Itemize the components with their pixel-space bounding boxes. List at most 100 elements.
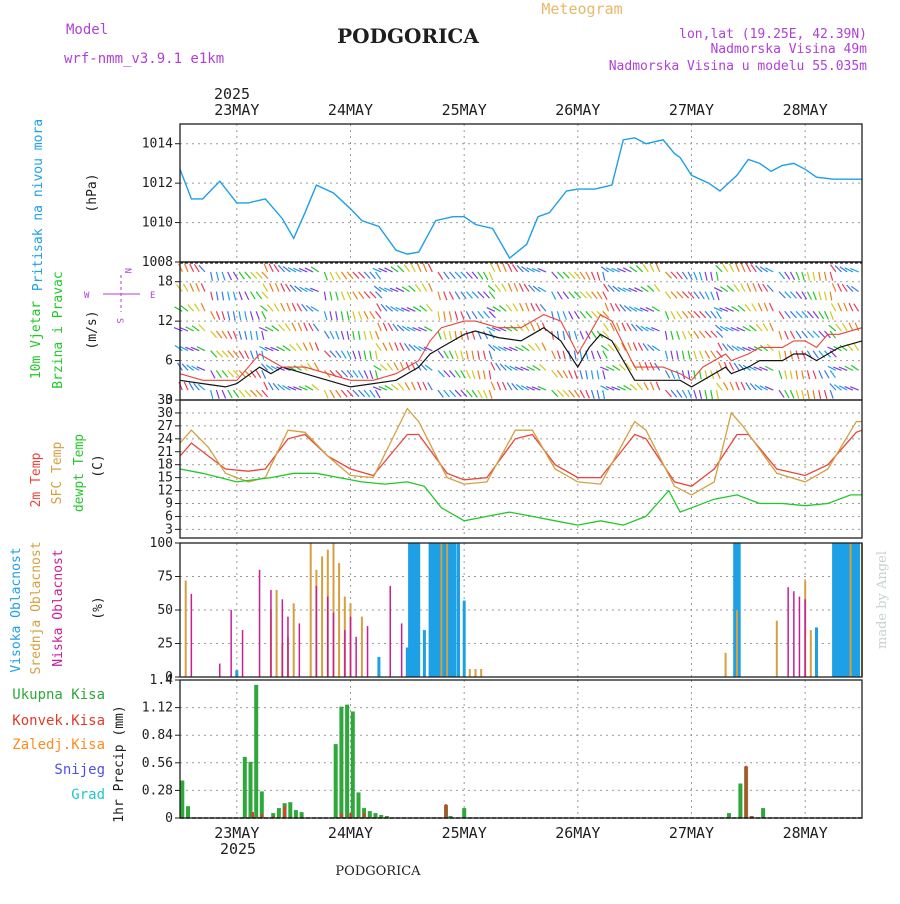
cloud-bar — [184, 580, 187, 677]
wind-arrow — [335, 330, 340, 340]
wind-arrow — [363, 389, 371, 398]
wind-arrow — [406, 307, 416, 312]
wind-arrow — [687, 291, 695, 299]
wind-arrow — [766, 284, 774, 293]
wind-arrow — [340, 271, 348, 280]
temperature-ytick-label: 33 — [157, 393, 173, 408]
wind-arrow — [498, 305, 507, 312]
wind-arrow — [562, 330, 566, 341]
wind-arrow — [374, 370, 379, 380]
wind-arrow — [227, 369, 235, 378]
wind-arrow — [363, 291, 371, 299]
wind-arrow — [676, 271, 683, 280]
wind-arrow — [403, 342, 411, 352]
cloud-bar — [332, 612, 335, 677]
wind-arrow — [273, 303, 280, 312]
wind-arrow — [308, 322, 314, 332]
wind-arrow — [437, 389, 444, 398]
wind-arrow — [238, 271, 245, 280]
temperature-ytick-label: 24 — [157, 432, 173, 447]
wind-arrow — [287, 385, 297, 391]
wind-arrow — [829, 291, 833, 301]
wind-arrow — [443, 330, 447, 340]
temperature-ytick-label: 18 — [157, 458, 173, 473]
cloud-bar — [430, 543, 434, 677]
wind-arrow — [607, 284, 615, 293]
year-label-top: 2025 — [214, 85, 250, 103]
pressure-unit: (hPa) — [85, 173, 100, 212]
wind-arrow — [801, 291, 808, 300]
wind-arrow — [573, 350, 577, 360]
wind-arrow — [265, 326, 274, 332]
wind-arrow — [335, 291, 339, 301]
wind-arrow — [501, 381, 507, 391]
cloud-bar — [848, 543, 851, 677]
wind-arrow — [258, 326, 268, 332]
cloud-ytick-label: 25 — [157, 637, 173, 652]
cloud-bar — [444, 543, 448, 677]
wind-arrow — [795, 330, 802, 339]
wind-arrow — [812, 350, 819, 359]
wind-arrow — [625, 362, 632, 371]
wind-arrow — [499, 363, 507, 371]
pressure-ytick-label: 1010 — [142, 216, 173, 231]
wind-arrow — [843, 302, 848, 312]
wind-arrow — [523, 283, 530, 292]
wind-arrow — [704, 291, 710, 300]
wind-arrow — [735, 263, 740, 273]
wind-arrow — [408, 343, 416, 352]
precip-bar — [350, 711, 355, 818]
wind-arrow — [823, 370, 830, 379]
wind-arrow — [520, 366, 530, 371]
wind-arrow — [618, 363, 627, 371]
wind-arrow — [426, 304, 433, 312]
wind-arrow — [185, 326, 194, 332]
cloud-mid-title: Srednja Oblacnost — [29, 541, 44, 674]
wind-arrow — [477, 271, 484, 280]
wind-arrow — [806, 310, 814, 319]
wind-arrow — [369, 310, 376, 320]
wind-arrow — [763, 302, 769, 312]
wind-arrow — [227, 291, 231, 301]
wind-arrow — [850, 386, 859, 391]
wind-arrow — [369, 291, 377, 299]
wind-arrow — [742, 325, 751, 332]
cloud-bar — [417, 543, 421, 677]
wind-arrow — [465, 350, 469, 360]
wind-arrow — [551, 370, 558, 378]
wind-arrow — [198, 324, 206, 332]
wind-arrow — [762, 322, 769, 332]
wind-arrow — [538, 363, 547, 371]
wind-arrow — [272, 382, 280, 391]
wind-arrow — [471, 310, 478, 320]
wind-arrow — [603, 283, 610, 292]
wind-arrow — [352, 350, 357, 360]
wind-arrow — [244, 330, 248, 340]
wind-arrow — [287, 267, 297, 273]
wind-arrow — [568, 291, 576, 299]
cloud-bar — [389, 585, 391, 677]
wind-arrow — [801, 330, 808, 339]
wind-arrow — [188, 382, 195, 391]
wind-arrow — [573, 271, 581, 280]
wind-arrow — [378, 286, 388, 293]
wind-arrow — [515, 384, 524, 391]
wind-arrow — [465, 370, 471, 379]
wind-arrow — [313, 362, 320, 371]
precip-bar — [356, 792, 361, 818]
wind-arrow — [471, 271, 479, 280]
wind-arrow — [603, 323, 610, 332]
wind-arrow — [693, 370, 696, 380]
wind-arrow — [853, 342, 860, 352]
wind-arrow — [293, 386, 302, 391]
wind-arrow — [244, 389, 252, 398]
wind-arrow — [749, 382, 757, 391]
wind-arrow — [375, 343, 382, 352]
wind-arrow — [795, 310, 803, 319]
wind-arrow — [622, 287, 632, 293]
wind-arrow — [505, 304, 513, 312]
wind-arrow — [373, 285, 382, 293]
cloud-ytick-label: 50 — [157, 603, 173, 618]
wind-arrow — [352, 271, 360, 279]
wind-arrow — [448, 311, 452, 321]
